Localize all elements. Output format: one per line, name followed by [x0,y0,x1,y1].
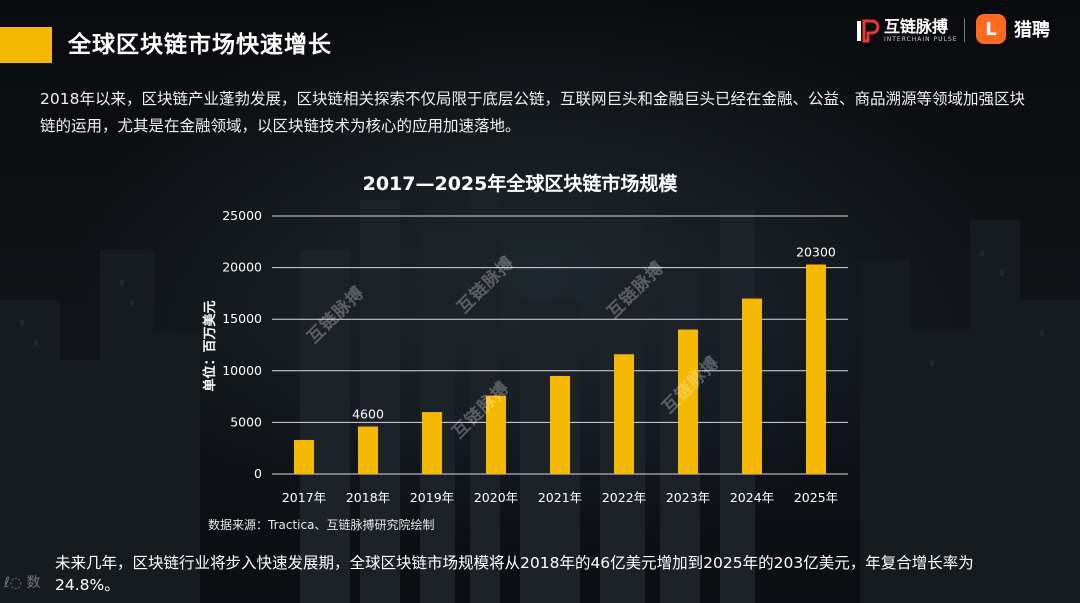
x-tick-label: 2018年 [346,490,390,505]
data-label: 20300 [796,245,836,260]
y-tick-label: 20000 [222,260,262,275]
x-tick-label: 2025年 [794,490,838,505]
x-tick-label: 2020年 [474,490,518,505]
brand-liepin: L 猎聘 [976,14,1050,44]
y-axis-label: 单位：百万美元 [202,300,218,391]
source-note: 数据来源：Tractica、互链脉搏研究院绘制 [208,518,435,532]
x-tick-labels: 2017年 2018年 2019年 2020年 2021年 2022年 2023年 2024年… [282,490,838,505]
x-tick-label: 2024年 [730,490,774,505]
bar [358,426,378,474]
bar [486,395,506,474]
data-labels: 4600 20300 [352,245,836,422]
brand-divider [964,18,965,42]
corner-mark: ℓ◌ 数 [4,575,41,591]
conclusion-paragraph: 未来几年，区块链行业将步入快速发展期，全球区块链市场规模将从2018年的46亿美… [55,554,974,594]
x-tick-label: 2019年 [410,490,454,505]
brand-primary-name: 互链脉搏 [884,17,949,36]
bar [294,439,314,474]
liepin-logo-icon: L [976,14,1006,44]
bars [294,264,826,474]
y-tick-label: 0 [254,466,262,481]
y-tick-labels: 0 5000 10000 15000 20000 25000 [222,208,262,481]
data-label: 4600 [352,407,384,422]
chart-title: 2017—2025年全球区块链市场规模 [363,172,679,195]
y-tick-label: 25000 [222,208,262,223]
y-tick-label: 10000 [222,363,262,378]
brand-secondary-name: 猎聘 [1014,20,1050,41]
bar [806,264,826,474]
x-tick-label: 2021年 [538,490,582,505]
bar [614,354,634,474]
bar [678,329,698,474]
brand-interchain-pulse: 互链脉搏 INTERCHAIN PULSE [856,16,958,46]
y-tick-label: 15000 [222,311,262,326]
page-title: 全球区块链市场快速增长 [68,32,332,58]
brand-primary-subtitle: INTERCHAIN PULSE [884,36,958,43]
x-tick-label: 2017年 [282,490,326,505]
bar [742,298,762,474]
interchain-pulse-logo-icon [857,19,880,43]
bar [422,412,442,474]
bar [550,375,570,474]
x-tick-label: 2022年 [602,490,646,505]
title-accent-bar [0,27,52,63]
x-tick-label: 2023年 [666,490,710,505]
y-tick-label: 5000 [230,414,262,429]
intro-paragraph: 2018年以来，区块链产业蓬勃发展，区块链相关探索不仅局限于底层公链，互联网巨头… [40,90,1025,135]
